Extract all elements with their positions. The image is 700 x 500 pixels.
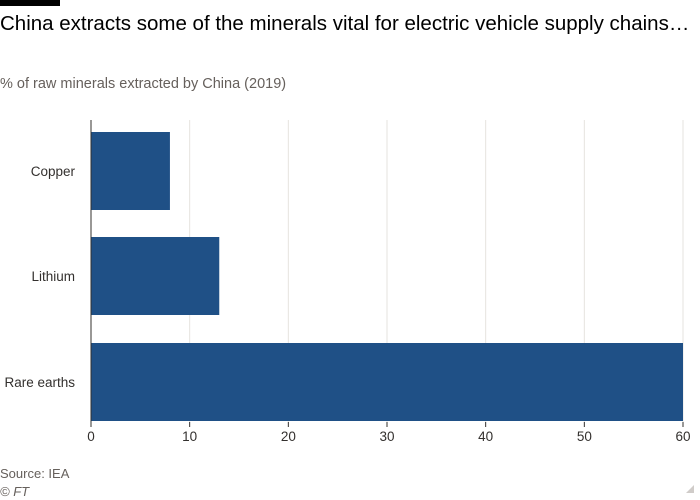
ft-credit: © FT (0, 484, 30, 499)
x-tick-label: 50 (577, 429, 592, 444)
bar-copper (91, 132, 170, 210)
category-label: Rare earths (4, 375, 75, 390)
x-tick-label: 20 (281, 429, 296, 444)
bar-rare-earths (91, 343, 683, 421)
x-tick-label: 10 (182, 429, 197, 444)
resize-corner-icon (686, 485, 694, 493)
x-tick-label: 40 (478, 429, 493, 444)
x-tick-label: 0 (87, 429, 95, 444)
chart-title: China extracts some of the minerals vita… (0, 12, 690, 35)
x-tick-label: 30 (379, 429, 394, 444)
source-note: Source: IEA (0, 466, 70, 481)
bars (91, 132, 683, 421)
bar-lithium (91, 237, 220, 315)
axes: 0 10 20 30 40 50 60 Copper Lithium Rare earths (4, 120, 691, 444)
chart-subtitle: % of raw minerals extracted by China (20… (0, 76, 287, 92)
ft-brand-bar (0, 0, 60, 6)
category-label: Lithium (31, 269, 75, 284)
category-label: Copper (31, 164, 76, 179)
x-tick-label: 60 (675, 429, 690, 444)
